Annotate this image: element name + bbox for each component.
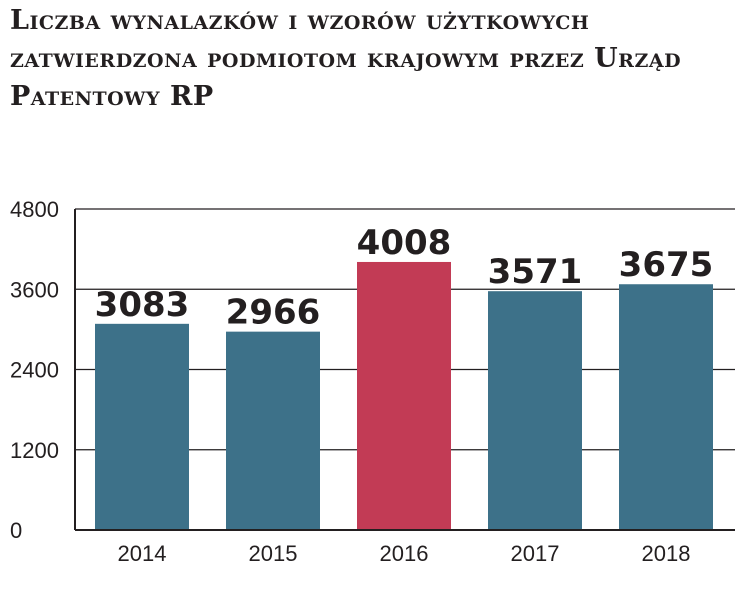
y-tick-label: 0 — [10, 518, 22, 543]
value-label-2018: 3675 — [619, 245, 714, 285]
axes — [74, 209, 735, 531]
x-tick-label-2014: 2014 — [118, 541, 167, 566]
labels: 0 1200 2400 3600 4800 3083 2014 2966 2015 4008 201… — [10, 197, 713, 566]
y-tick-label: 4800 — [10, 197, 59, 222]
bars — [95, 261, 713, 530]
y-tick-label: 2400 — [10, 358, 59, 383]
chart-title: Liczba wynalazków i wzorów użytkowych za… — [10, 5, 682, 112]
bar-2014 — [95, 323, 189, 530]
x-tick-label-2017: 2017 — [511, 541, 560, 566]
value-label-2016: 4008 — [357, 223, 452, 263]
bar-2017 — [488, 291, 582, 530]
y-tick-label: 1200 — [10, 438, 59, 463]
x-tick-label-2015: 2015 — [249, 541, 298, 566]
bar-2018 — [619, 284, 713, 530]
x-tick-label-2016: 2016 — [380, 541, 429, 566]
value-label-2014: 3083 — [95, 285, 190, 325]
y-tick-label: 3600 — [10, 277, 59, 302]
bar-2015 — [226, 331, 320, 530]
value-label-2017: 3571 — [488, 252, 583, 292]
value-label-2015: 2966 — [226, 293, 321, 333]
x-tick-label-2018: 2018 — [642, 541, 691, 566]
bar-2016 — [357, 261, 451, 530]
